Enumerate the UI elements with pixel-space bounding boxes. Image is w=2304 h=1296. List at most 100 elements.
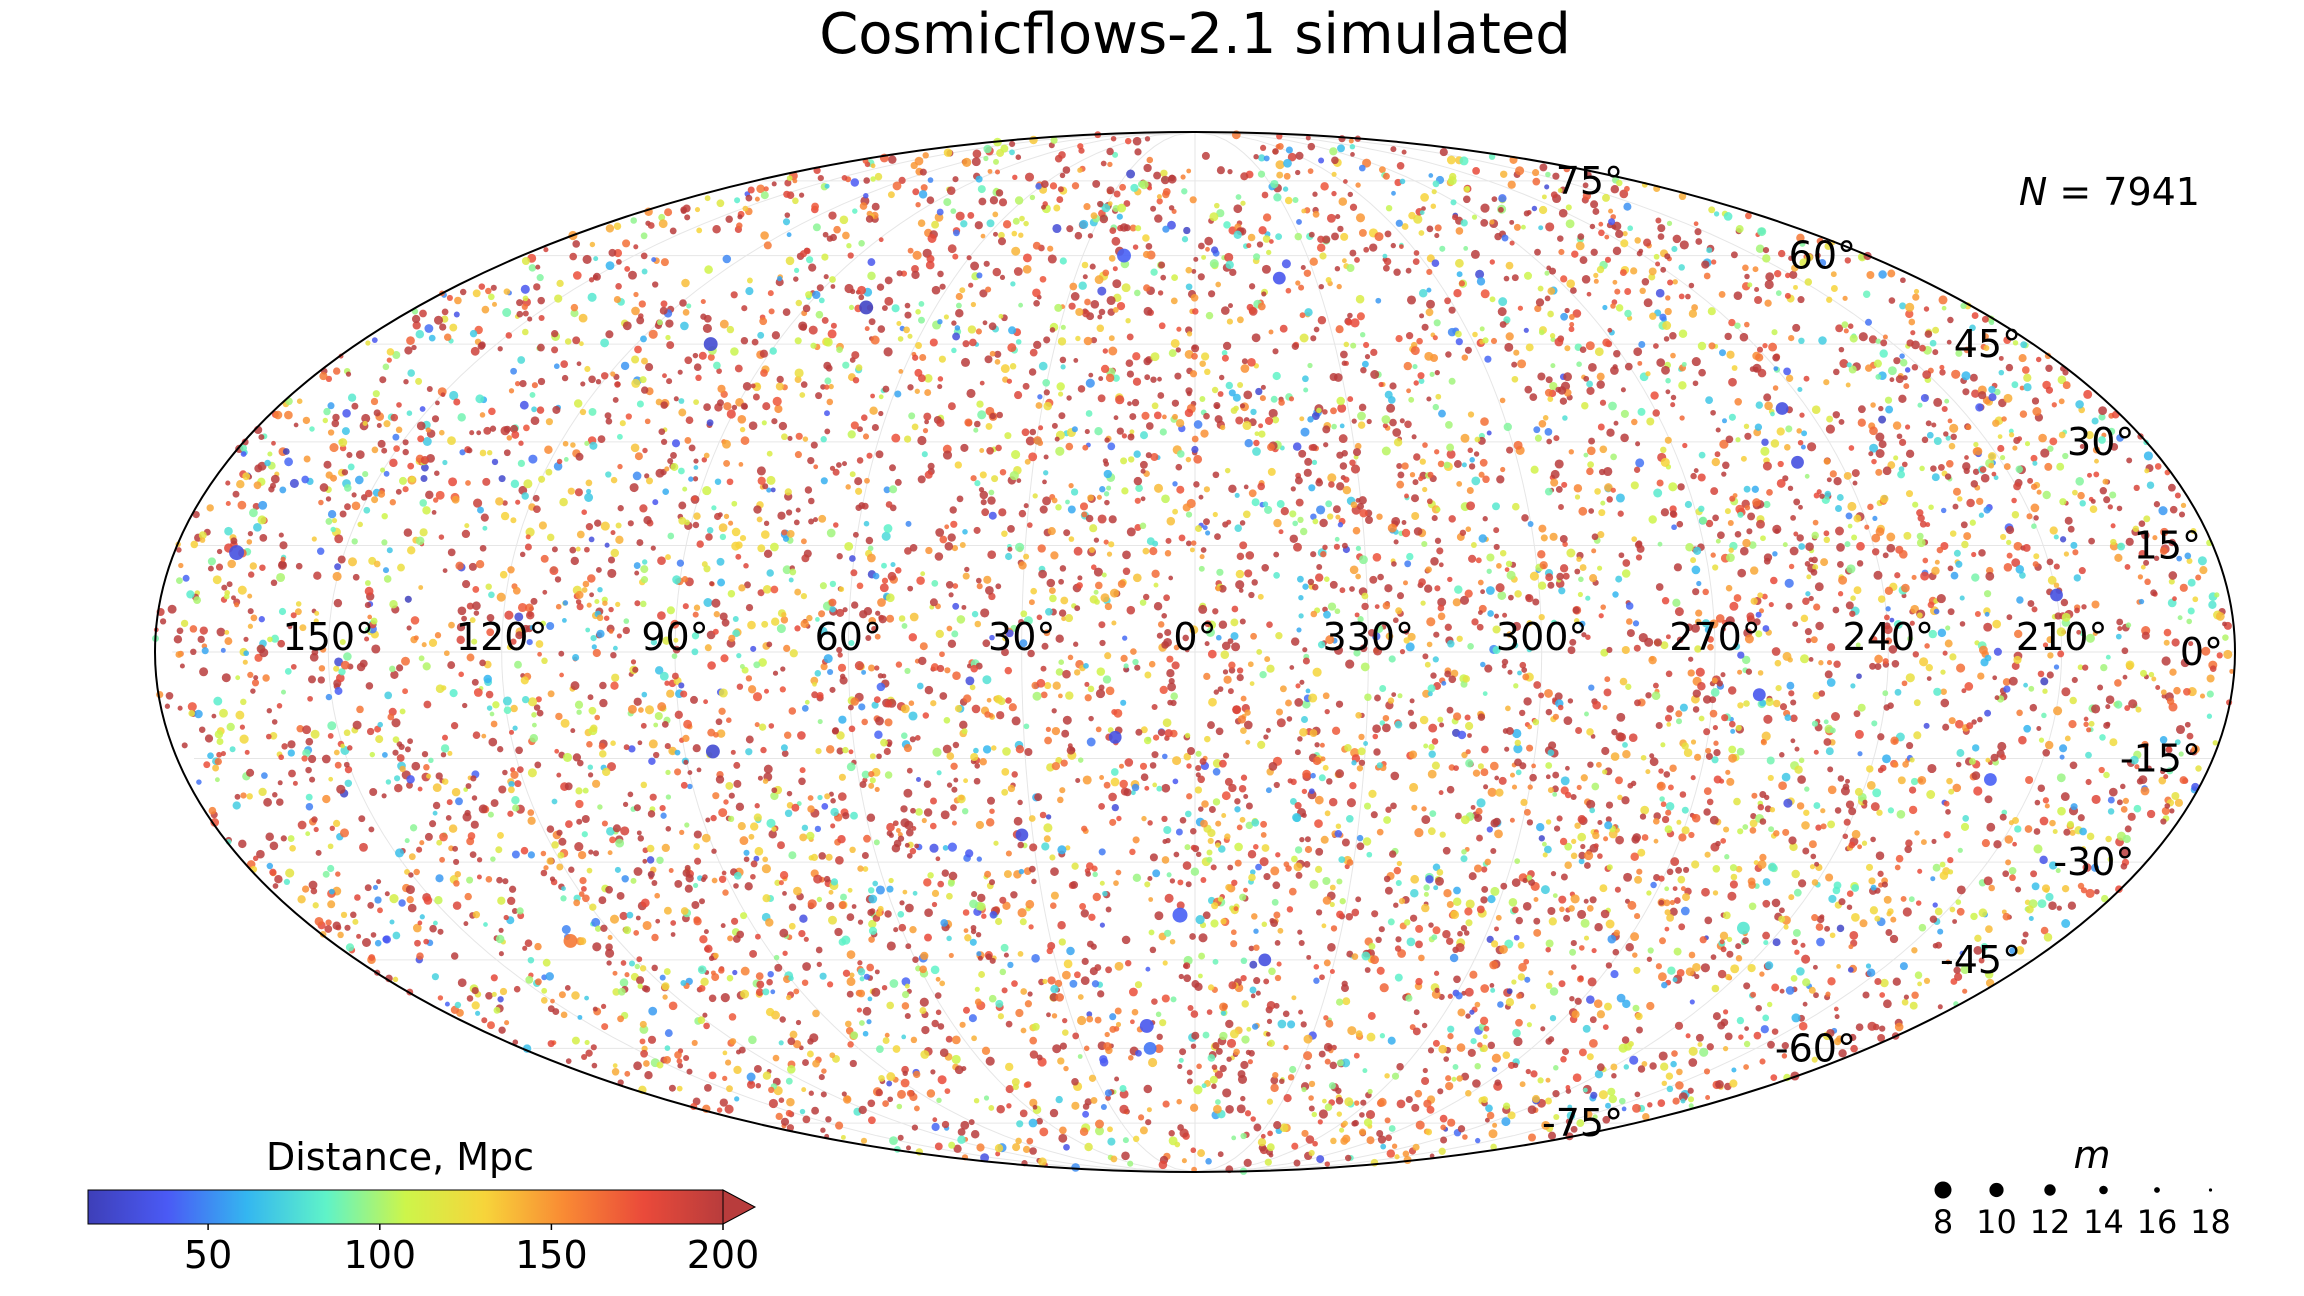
data-point (226, 581, 233, 588)
data-point (159, 618, 167, 625)
data-point (1804, 628, 1812, 636)
data-point (633, 244, 639, 250)
data-point (350, 911, 357, 919)
data-point (1688, 831, 1695, 839)
data-point (1248, 283, 1256, 290)
data-point (1058, 1133, 1068, 1143)
data-point (1195, 915, 1205, 925)
data-point (1328, 797, 1338, 807)
data-point (712, 225, 721, 234)
data-point (1848, 445, 1855, 451)
data-point (1336, 482, 1345, 491)
data-point (756, 516, 763, 523)
data-point (482, 477, 491, 486)
data-point (1224, 467, 1231, 474)
data-point (666, 341, 675, 350)
data-point (1553, 435, 1560, 442)
data-point (1901, 998, 1909, 1006)
data-point (510, 638, 517, 645)
data-point (1396, 480, 1405, 489)
data-point (560, 1011, 568, 1019)
data-point (1729, 720, 1736, 728)
data-point (1437, 604, 1445, 612)
data-point (1470, 249, 1480, 259)
data-point (1447, 993, 1453, 999)
data-point (1401, 528, 1411, 538)
data-point (1812, 564, 1819, 571)
data-point (1572, 1073, 1582, 1083)
data-point (1276, 718, 1286, 728)
data-point (627, 704, 637, 714)
data-point (1457, 1008, 1466, 1017)
data-point (1270, 866, 1280, 876)
data-point (1384, 390, 1393, 399)
data-point (366, 727, 375, 736)
data-point (1174, 372, 1182, 380)
data-point (821, 1068, 827, 1074)
data-point (1751, 792, 1758, 799)
data-point (2030, 483, 2038, 490)
data-point (588, 706, 597, 715)
data-point (1537, 581, 1547, 590)
data-point (1115, 395, 1125, 405)
data-point (439, 832, 448, 842)
data-point (392, 976, 399, 983)
data-point (1867, 1021, 1877, 1031)
data-point (182, 574, 190, 582)
data-point (2115, 633, 2122, 640)
data-point (2222, 634, 2229, 641)
data-point (473, 498, 483, 508)
data-point (1825, 747, 1834, 756)
data-point (965, 676, 975, 686)
data-point (687, 783, 693, 790)
data-point (1800, 614, 1809, 623)
data-point (1970, 912, 1978, 921)
data-point (668, 1084, 676, 1092)
data-point (1347, 1026, 1357, 1036)
data-point (1797, 439, 1804, 446)
data-point (1919, 465, 1925, 472)
data-point (1943, 431, 1949, 437)
data-point (1007, 525, 1015, 533)
data-point (1653, 638, 1662, 647)
data-point (1904, 845, 1912, 854)
data-point (1560, 275, 1568, 283)
data-point (278, 754, 285, 761)
data-point (1978, 549, 1986, 557)
data-point (503, 914, 509, 921)
data-point (1771, 983, 1780, 992)
data-point (1773, 366, 1779, 371)
data-point (2051, 402, 2057, 408)
data-point (624, 265, 631, 272)
data-point (1517, 305, 1524, 311)
data-point (239, 734, 249, 744)
data-point (1525, 594, 1534, 603)
data-point (956, 615, 966, 624)
data-point (1091, 564, 1097, 570)
data-point (850, 697, 859, 706)
data-point (1727, 520, 1734, 526)
data-point (447, 750, 453, 756)
data-point (1580, 843, 1586, 850)
data-point (648, 757, 656, 765)
data-point (629, 483, 639, 493)
data-point (682, 603, 689, 610)
data-point (599, 750, 607, 758)
data-point (591, 644, 597, 650)
data-point (1151, 703, 1158, 711)
data-point (1010, 891, 1018, 899)
data-point (1480, 768, 1489, 777)
data-point (712, 792, 720, 800)
data-point (1916, 532, 1924, 540)
data-point (728, 792, 735, 799)
data-point (1240, 774, 1248, 781)
data-point (1888, 645, 1898, 654)
data-point (508, 780, 515, 788)
data-point (959, 542, 966, 548)
data-point (1082, 444, 1089, 451)
data-point (576, 603, 584, 611)
data-point (1796, 534, 1804, 542)
data-point (1384, 1117, 1391, 1124)
data-point (808, 325, 818, 335)
data-point (706, 419, 714, 427)
